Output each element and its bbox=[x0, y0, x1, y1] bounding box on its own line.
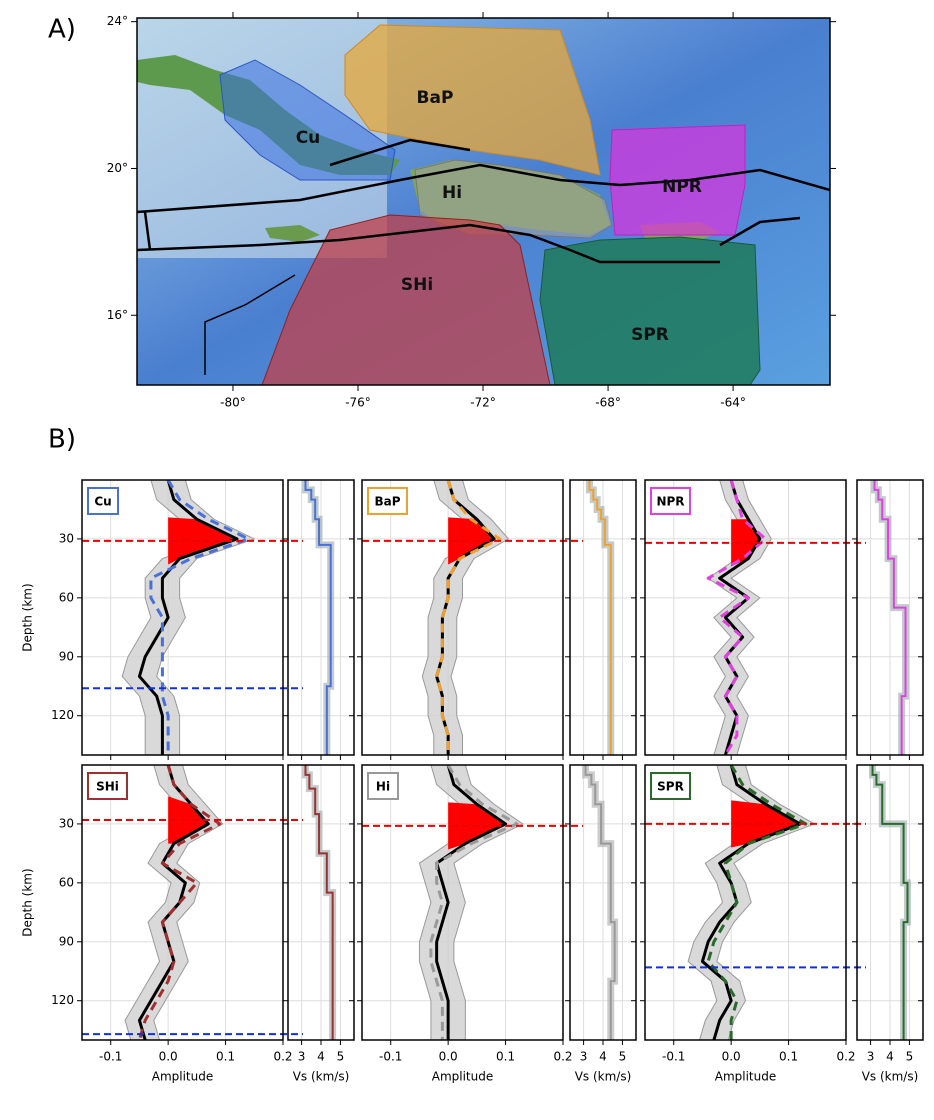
vs-band bbox=[589, 480, 610, 755]
y-tick-label: 120 bbox=[51, 708, 74, 722]
map: Cu BaP NPR Hi SHi SPR bbox=[137, 18, 830, 385]
y-tick-label: 30 bbox=[59, 816, 74, 830]
x-tick-label: -0.1 bbox=[379, 1050, 402, 1064]
x-tick-label: 4 bbox=[886, 1050, 894, 1064]
vs-profile bbox=[586, 765, 615, 1040]
panel-name: NPR bbox=[656, 495, 684, 509]
x-tick-label: 3 bbox=[298, 1050, 306, 1064]
lat-label: 20° bbox=[107, 161, 128, 175]
x-tick-label: 0.0 bbox=[159, 1050, 178, 1064]
y-tick-label: 60 bbox=[59, 875, 74, 889]
x-tick-label: 0.0 bbox=[722, 1050, 741, 1064]
figure: A) Cu BaP NPR Hi SHi SPR B) 24° 20° 16° -80… bbox=[0, 0, 934, 1116]
panel-name: Hi bbox=[376, 780, 390, 794]
region-label: NPR bbox=[662, 177, 702, 197]
vs-band bbox=[305, 765, 332, 1040]
x-tick-label: -0.1 bbox=[662, 1050, 685, 1064]
panel-label: B) bbox=[48, 425, 76, 455]
x-tick-label: 0.1 bbox=[496, 1050, 515, 1064]
x-tick-label: 0.1 bbox=[216, 1050, 235, 1064]
y-tick-label: 60 bbox=[59, 590, 74, 604]
vs-profile bbox=[305, 765, 332, 1040]
x-axis-label: Amplitude bbox=[715, 1070, 777, 1084]
lon-label: -80° bbox=[220, 396, 246, 410]
panel-name: Cu bbox=[94, 495, 111, 509]
y-axis-label: Depth (km) bbox=[21, 868, 35, 936]
region-label: Hi bbox=[442, 183, 462, 203]
x-tick-label: 3 bbox=[867, 1050, 875, 1064]
lon-label: -72° bbox=[470, 396, 496, 410]
vs-profile bbox=[305, 480, 330, 755]
region-label: SPR bbox=[631, 325, 669, 345]
x-axis-label: Amplitude bbox=[432, 1070, 494, 1084]
x-axis-label: Vs (km/s) bbox=[575, 1070, 632, 1084]
y-tick-label: 90 bbox=[59, 649, 74, 663]
x-tick-label: 3 bbox=[580, 1050, 588, 1064]
y-tick-label: 30 bbox=[59, 531, 74, 545]
x-tick-label: 0.1 bbox=[779, 1050, 798, 1064]
y-tick-label: 120 bbox=[51, 993, 74, 1007]
region-label: BaP bbox=[417, 88, 454, 108]
lon-label: -76° bbox=[345, 396, 371, 410]
x-axis-label: Amplitude bbox=[152, 1070, 214, 1084]
panel-name: SPR bbox=[657, 780, 684, 794]
region-label: Cu bbox=[296, 128, 321, 148]
x-tick-label: 0.2 bbox=[836, 1050, 855, 1064]
lat-label: 16° bbox=[107, 308, 128, 322]
panel-label: A) bbox=[48, 15, 76, 45]
lon-label: -64° bbox=[720, 396, 746, 410]
x-tick-label: 5 bbox=[337, 1050, 345, 1064]
x-tick-label: 0.0 bbox=[439, 1050, 458, 1064]
x-tick-label: -0.1 bbox=[99, 1050, 122, 1064]
panel-name: SHi bbox=[96, 780, 119, 794]
x-tick-label: 0.2 bbox=[553, 1050, 572, 1064]
y-tick-label: 90 bbox=[59, 934, 74, 948]
lon-label: -68° bbox=[595, 396, 621, 410]
x-tick-label: 5 bbox=[906, 1050, 914, 1064]
y-axis-label: Depth (km) bbox=[21, 583, 35, 651]
x-axis-label: Vs (km/s) bbox=[293, 1070, 350, 1084]
x-tick-label: 0.2 bbox=[273, 1050, 292, 1064]
x-axis-label: Vs (km/s) bbox=[862, 1070, 919, 1084]
lat-label: 24° bbox=[107, 14, 128, 28]
x-tick-label: 5 bbox=[619, 1050, 627, 1064]
x-tick-label: 4 bbox=[317, 1050, 325, 1064]
panel-name: BaP bbox=[374, 495, 400, 509]
region-spr bbox=[540, 237, 760, 385]
x-tick-label: 4 bbox=[599, 1050, 607, 1064]
region-label: SHi bbox=[401, 275, 433, 295]
